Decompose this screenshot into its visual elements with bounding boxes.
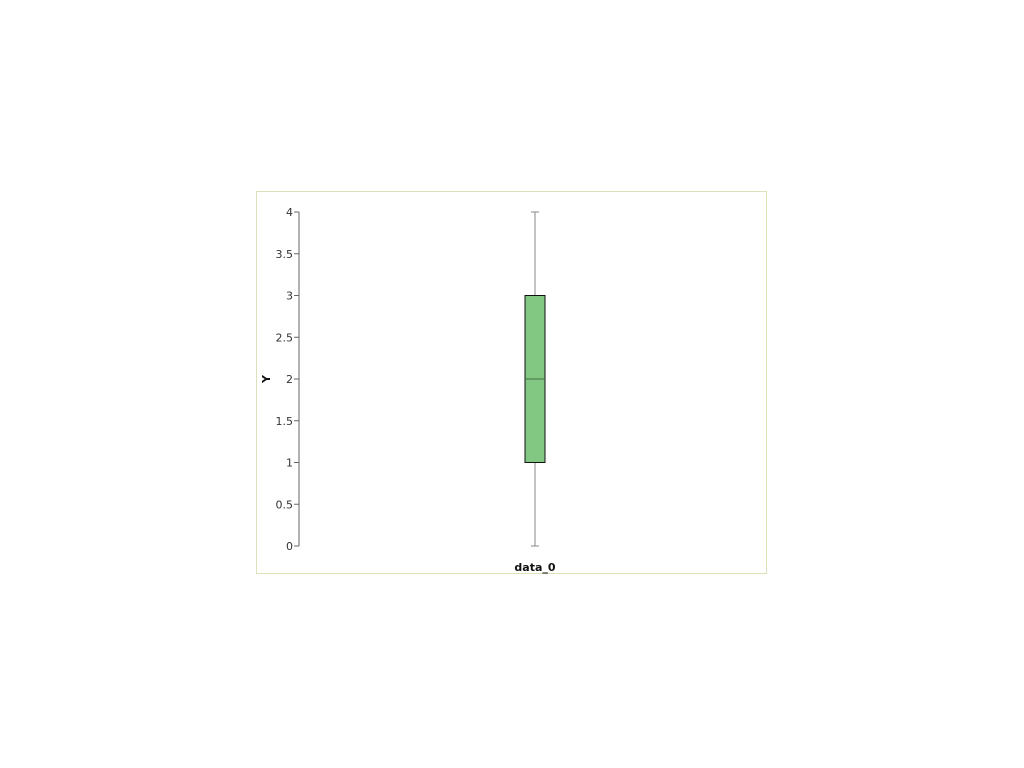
x-axis-labels: data_0 bbox=[514, 561, 555, 574]
box-plot-series bbox=[524, 211, 546, 547]
y-axis-title: Y bbox=[260, 374, 273, 384]
y-axis-ticks: 0 0.5 1 1.5 2 2.5 3 3.5 4 bbox=[276, 206, 299, 553]
y-tick-label: 3 bbox=[286, 290, 293, 303]
y-tick-label: 2.5 bbox=[276, 331, 294, 344]
x-category-label: data_0 bbox=[514, 561, 555, 574]
chart-frame bbox=[256, 191, 767, 574]
y-tick-label: 1 bbox=[286, 457, 293, 470]
y-tick-label: 0 bbox=[286, 540, 293, 553]
y-tick-label: 2 bbox=[286, 373, 293, 386]
y-tick-label: 4 bbox=[286, 206, 293, 219]
y-tick-label: 1.5 bbox=[276, 415, 294, 428]
y-tick-label: 3.5 bbox=[276, 248, 294, 261]
box-data_0 bbox=[524, 211, 546, 547]
y-tick-label: 0.5 bbox=[276, 498, 294, 511]
